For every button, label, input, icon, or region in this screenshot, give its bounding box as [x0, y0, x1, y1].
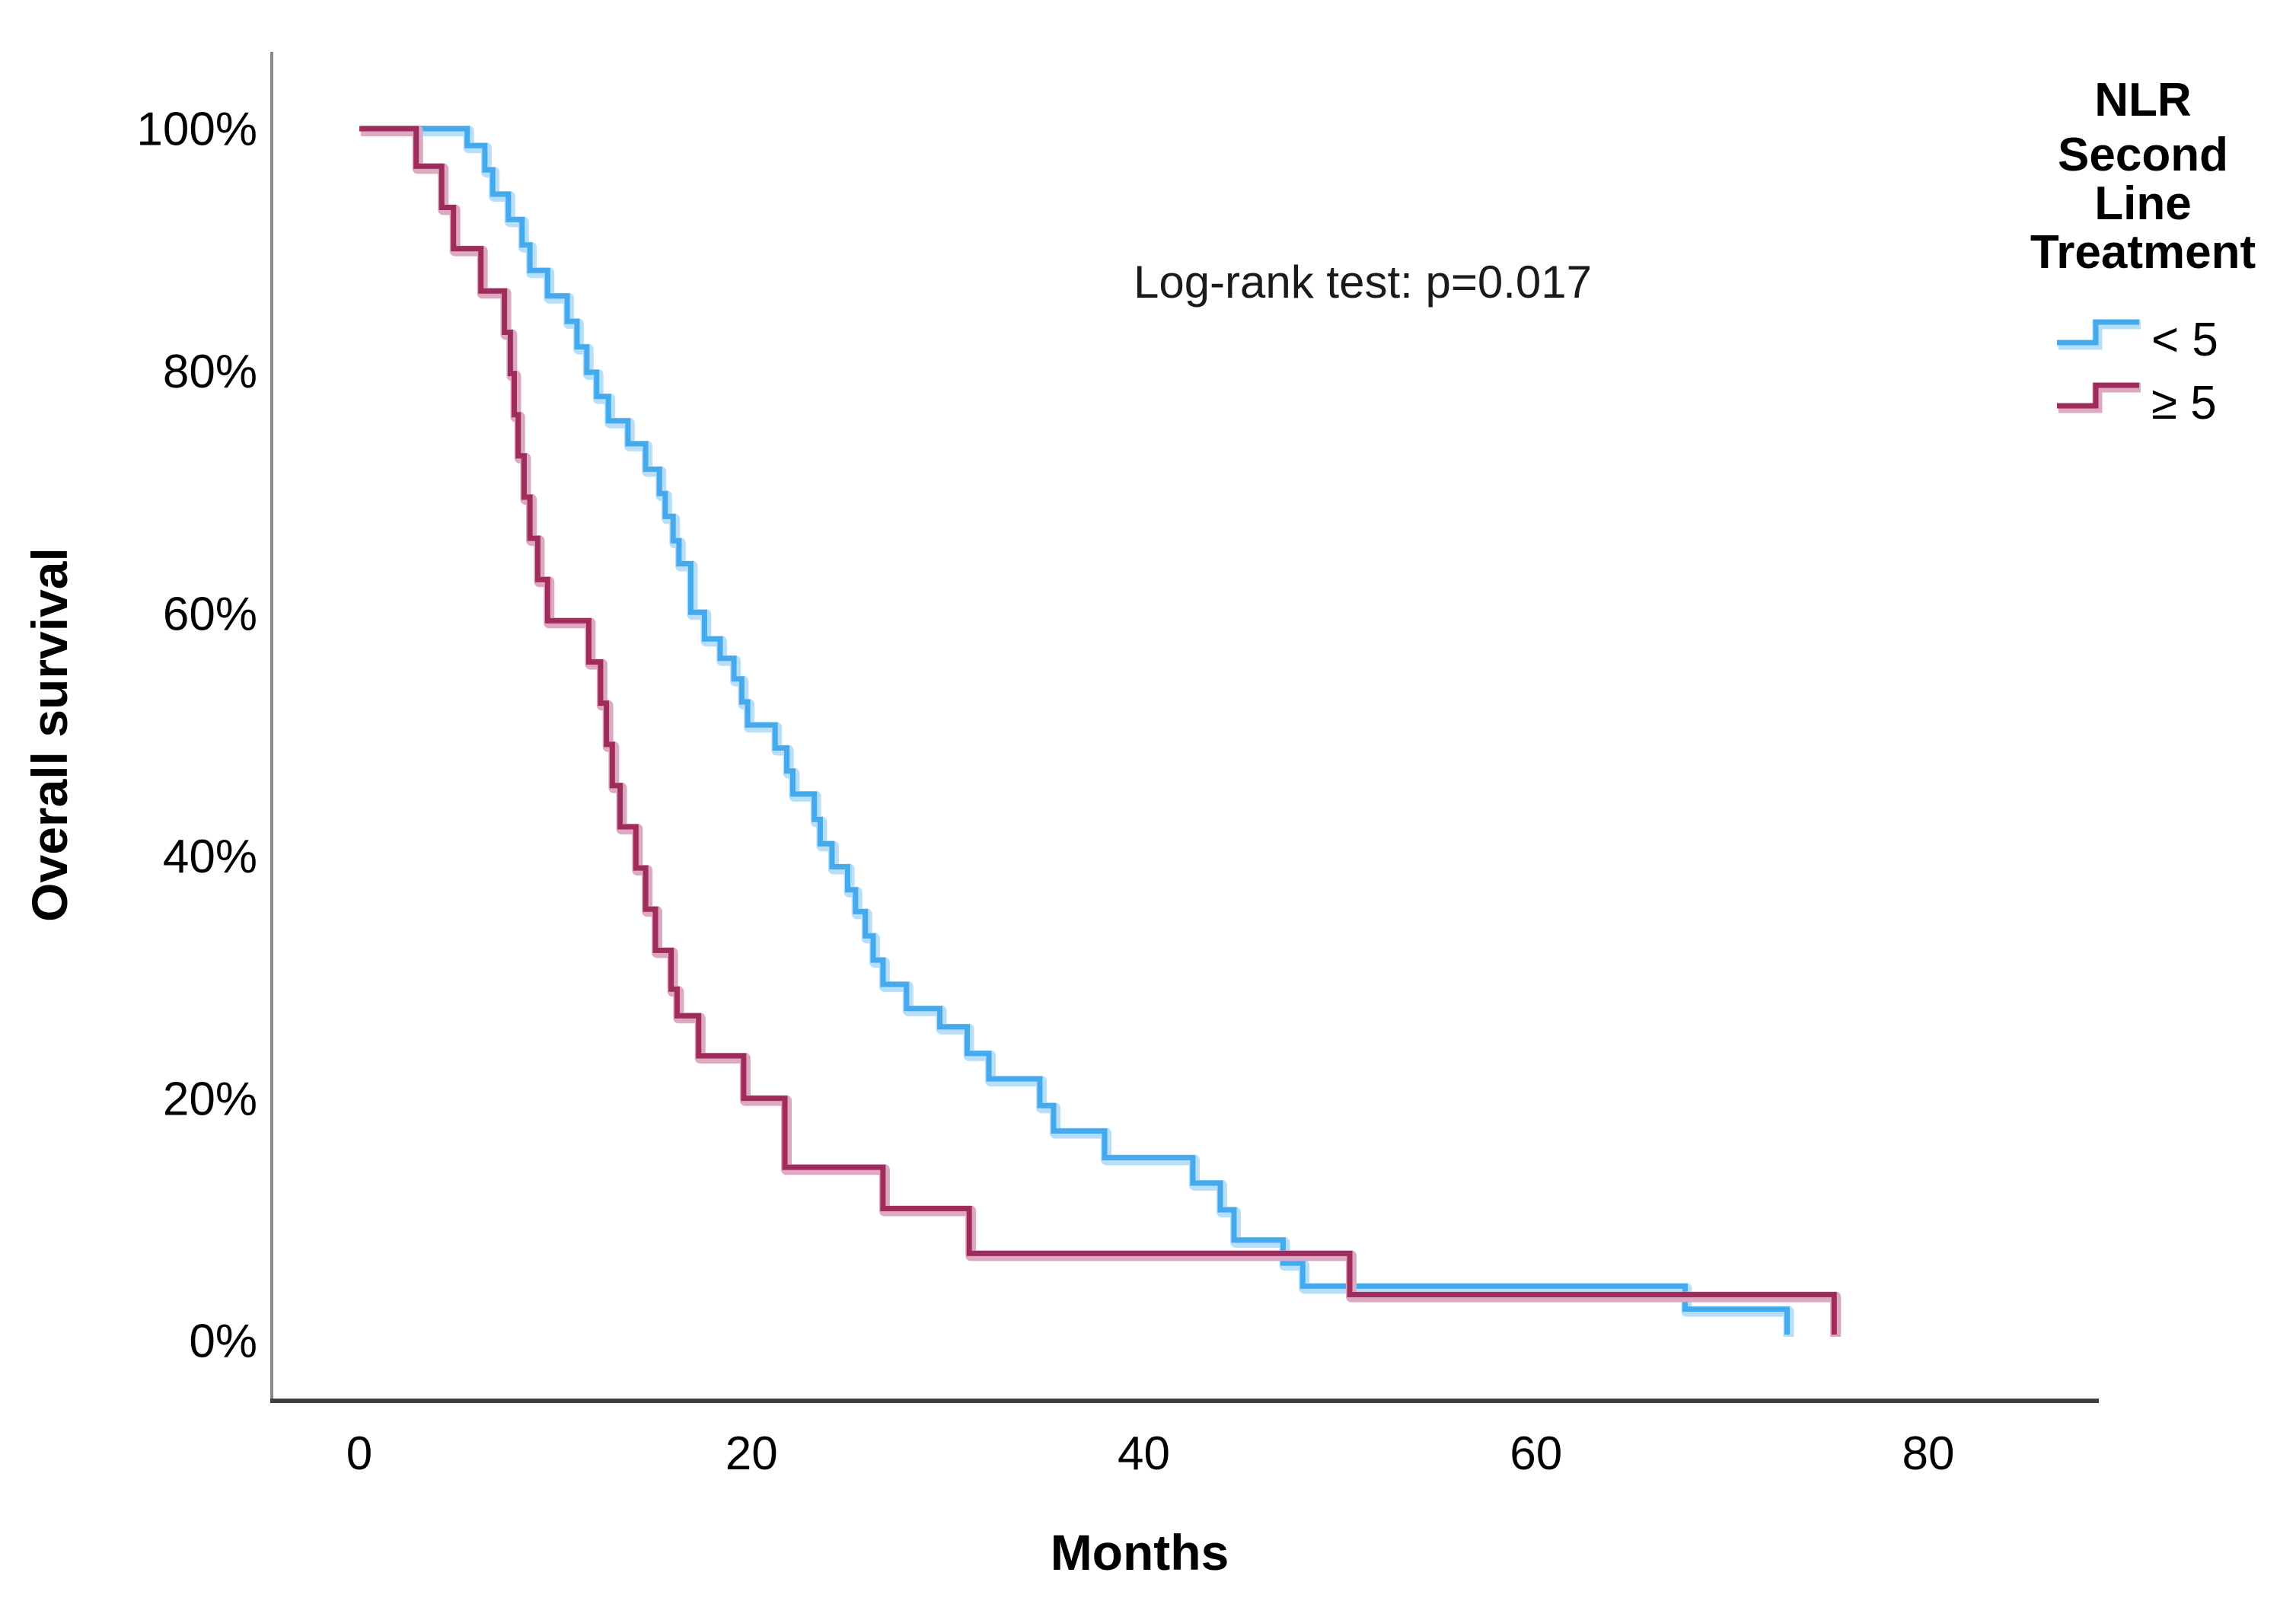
x-axis-title: Months [1051, 1524, 1229, 1580]
y-tick-label: 80% [163, 346, 257, 398]
x-tick-label: 60 [1510, 1427, 1562, 1480]
survival-curves [359, 126, 1842, 1337]
x-tick-label: 20 [725, 1427, 778, 1480]
y-tick-label: 40% [163, 831, 257, 883]
y-tick-label: 20% [163, 1073, 257, 1125]
series-curve-halo-0 [361, 126, 1794, 1337]
series-curve-1 [359, 126, 1837, 1335]
blue-step-line-icon [2057, 319, 2139, 346]
legend-title-line: Treatment [2030, 226, 2256, 279]
x-axis-tick-labels: 0 20 40 60 80 [346, 1427, 1955, 1480]
legend-title-line: Line [2094, 177, 2191, 230]
y-tick-label: 60% [163, 588, 257, 641]
y-axis-title: Overall survival [21, 547, 78, 922]
red-step-line-icon [2057, 382, 2139, 409]
legend-title-line: NLR [2094, 74, 2191, 126]
y-tick-label: 0% [189, 1316, 257, 1368]
series-curve-halo-1 [361, 126, 1842, 1337]
x-tick-label: 80 [1902, 1427, 1955, 1480]
y-tick-label: 100% [136, 104, 257, 156]
x-tick-label: 0 [346, 1427, 372, 1480]
y-axis-tick-labels: 100% 80% 60% 40% 20% 0% [136, 104, 257, 1368]
legend-item-label: < 5 [2151, 314, 2218, 366]
legend: NLR Second Line Treatment < 5 ≥ 5 [2030, 74, 2256, 429]
series-curve-0 [359, 126, 1790, 1335]
legend-title-line: Second [2058, 129, 2228, 181]
x-tick-label: 40 [1118, 1427, 1170, 1480]
log-rank-annotation: Log-rank test: p=0.017 [1134, 257, 1592, 308]
legend-item-label: ≥ 5 [2151, 377, 2217, 429]
